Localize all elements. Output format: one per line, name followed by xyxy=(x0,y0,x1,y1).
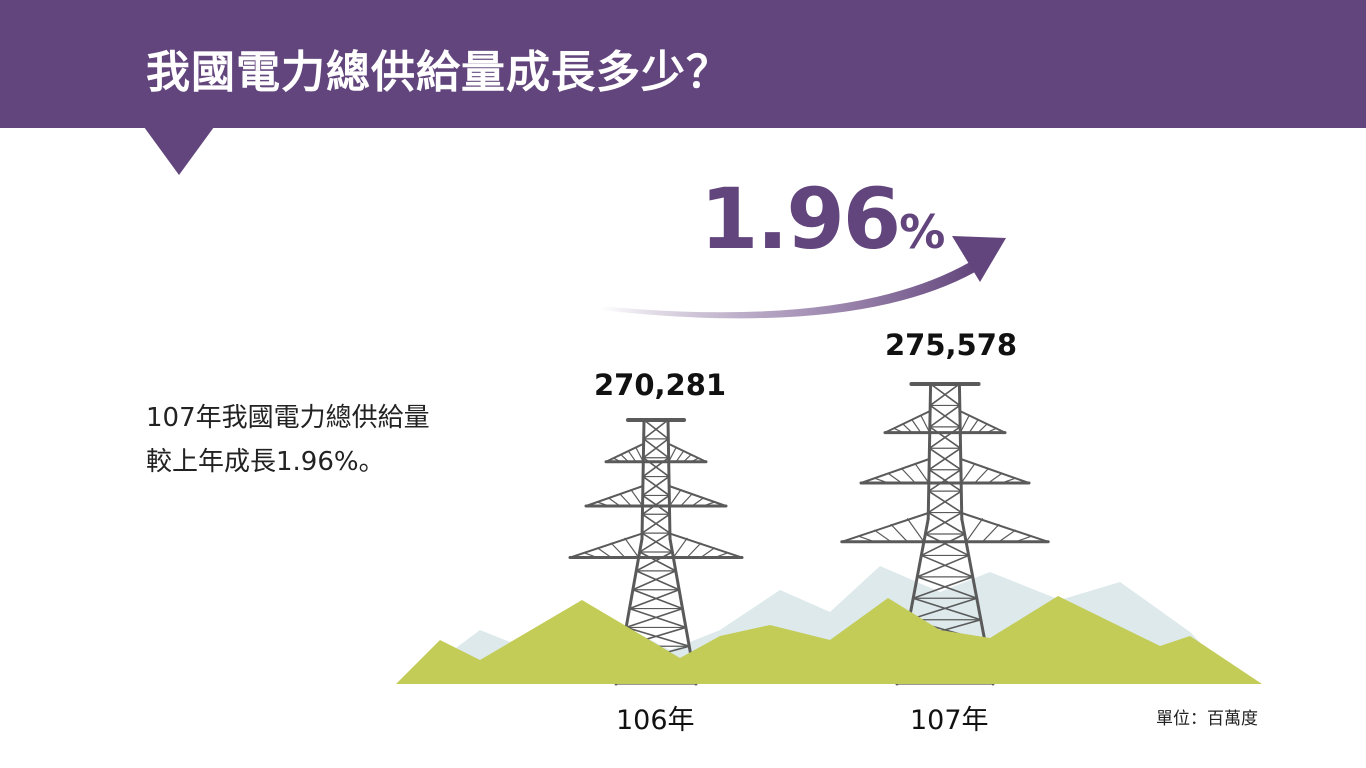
growth-value: 1.96 xyxy=(700,170,901,268)
value-label-107: 275,578 xyxy=(885,328,1018,362)
front-hills xyxy=(396,596,1262,684)
growth-label: 1.96% xyxy=(700,170,945,268)
header-notch xyxy=(144,127,214,175)
value-label-106: 270,281 xyxy=(594,368,727,402)
category-label-106: 106年 xyxy=(616,705,695,736)
description: 107年我國電力總供給量 較上年成長1.96%。 xyxy=(146,396,430,484)
category-label-107: 107年 xyxy=(910,705,989,736)
header-banner xyxy=(0,0,1366,128)
description-line-1: 107年我國電力總供給量 xyxy=(146,403,430,433)
page-title: 我國電力總供給量成長多少？ xyxy=(146,47,731,98)
growth-arrow-head xyxy=(952,236,1006,282)
tower-106 xyxy=(568,418,744,686)
growth-percent-sign: % xyxy=(899,205,946,259)
unit-label: 單位：百萬度 xyxy=(1156,709,1258,729)
growth-arrow-body xyxy=(600,262,975,319)
description-line-2: 較上年成長1.96%。 xyxy=(146,447,385,477)
